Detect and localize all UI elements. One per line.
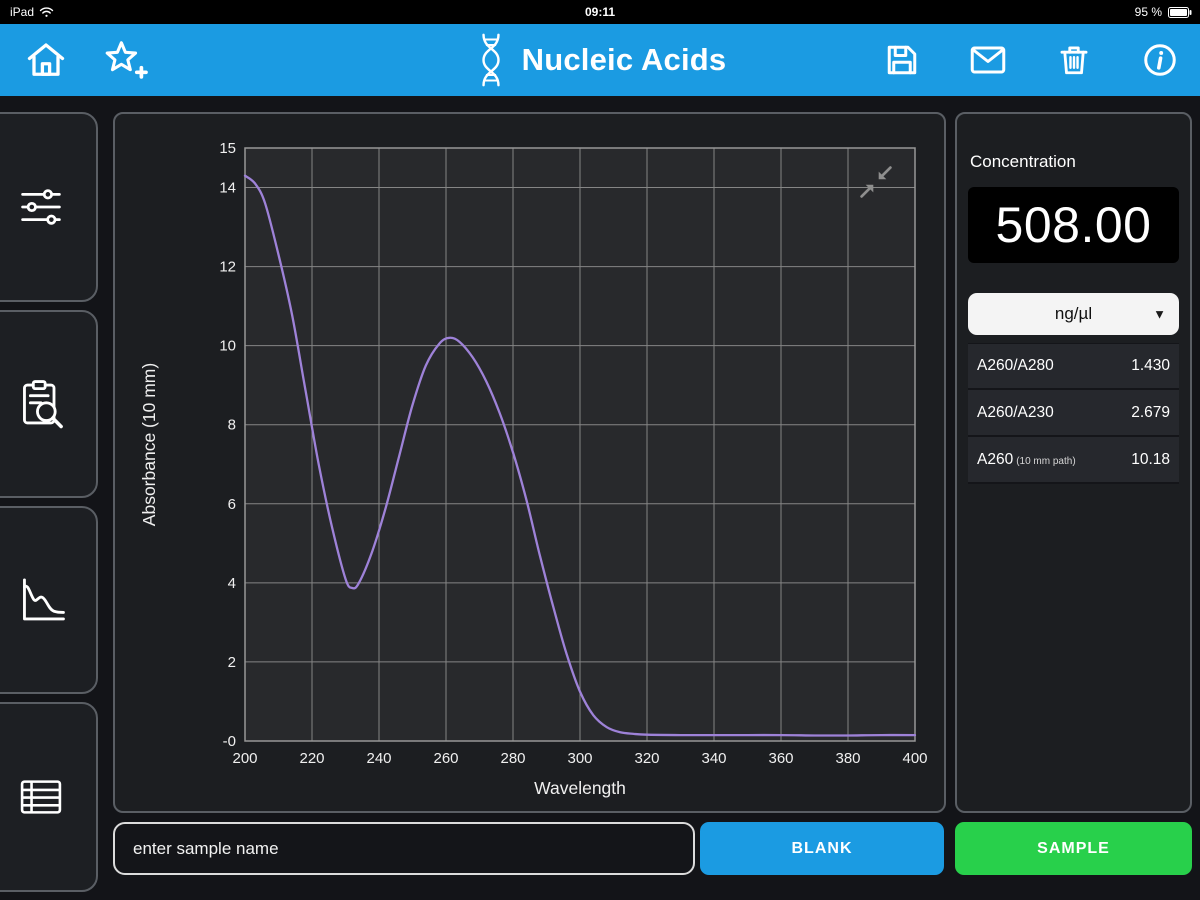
star-plus-icon (105, 41, 148, 79)
svg-text:4: 4 (228, 575, 236, 592)
svg-text:8: 8 (228, 417, 236, 434)
svg-text:10: 10 (219, 338, 236, 355)
ratio-row-a260-a230: A260/A230 2.679 (968, 390, 1179, 437)
clipboard-search-icon (23, 380, 63, 429)
concentration-label: Concentration (970, 152, 1076, 171)
info-button[interactable] (1142, 24, 1178, 96)
spectrum-chart: 200 220 240 260 280 300 320 340 360 380 400 15 14 12 1… (139, 140, 928, 798)
ratio-sublabel: (10 mm path) (1016, 455, 1076, 467)
blank-button[interactable]: BLANK (700, 822, 944, 875)
ratio-list: A260/A280 1.430 A260/A230 2.679 A260 (10 … (968, 343, 1179, 484)
dna-helix-icon (481, 33, 500, 87)
svg-text:200: 200 (232, 750, 257, 767)
sidebar-item-spectrum[interactable] (0, 506, 98, 694)
unit-dropdown[interactable]: ng/µl ▼ (968, 293, 1179, 335)
status-bar: iPad 09:11 95 % (0, 0, 1200, 24)
app-header: Nucleic Acids (0, 24, 1200, 96)
trash-icon (1060, 46, 1088, 75)
svg-text:320: 320 (634, 750, 659, 767)
svg-text:-0: -0 (223, 733, 236, 750)
concentration-value: 508.00 (968, 187, 1179, 263)
sidebar-item-table[interactable] (0, 702, 98, 892)
svg-text:2: 2 (228, 654, 236, 671)
svg-text:Wavelength: Wavelength (534, 778, 626, 798)
battery-icon (1168, 6, 1192, 18)
collapse-chart-button[interactable] (858, 164, 894, 200)
collapse-arrows-icon (860, 166, 892, 198)
svg-text:260: 260 (433, 750, 458, 767)
home-icon (27, 43, 65, 76)
svg-text:12: 12 (219, 259, 236, 276)
ratio-row-a260-a280: A260/A280 1.430 (968, 343, 1179, 390)
sample-name-input[interactable] (113, 822, 695, 875)
ratio-label: A260/A280 (977, 357, 1054, 374)
page-title: Nucleic Acids (521, 42, 727, 77)
unit-value: ng/µl (1054, 304, 1093, 323)
ratio-value: 10.18 (1131, 450, 1170, 468)
svg-text:Absorbance (10 mm): Absorbance (10 mm) (139, 363, 159, 526)
svg-text:300: 300 (567, 750, 592, 767)
save-button[interactable] (884, 24, 920, 96)
mail-button[interactable] (970, 24, 1006, 96)
home-button[interactable] (22, 24, 70, 96)
table-icon (20, 780, 62, 814)
delete-button[interactable] (1056, 24, 1092, 96)
svg-text:240: 240 (366, 750, 391, 767)
wifi-icon (39, 7, 54, 17)
ratio-label: A260 (10 mm path) (977, 450, 1076, 468)
device-label: iPad (10, 5, 35, 19)
clock: 09:11 (584, 5, 616, 19)
ratio-label: A260/A230 (977, 403, 1054, 421)
battery-percent: 95 % (1134, 5, 1162, 19)
svg-text:380: 380 (835, 750, 860, 767)
mail-icon (970, 46, 1006, 74)
sidebar-item-report-search[interactable] (0, 310, 98, 498)
info-icon (1144, 44, 1176, 76)
svg-text:340: 340 (701, 750, 726, 767)
ratio-row-a260: A260 (10 mm path) 10.18 (968, 437, 1179, 484)
results-panel: Concentration 508.00 ng/µl ▼ A260/A280 1… (955, 112, 1192, 813)
svg-text:220: 220 (299, 750, 324, 767)
chevron-down-icon: ▼ (1153, 306, 1166, 322)
ratio-value: 2.679 (1131, 403, 1170, 421)
sliders-icon (21, 189, 61, 225)
header-actions (884, 24, 1178, 96)
sample-button[interactable]: SAMPLE (955, 822, 1192, 875)
spectrum-panel: 200 220 240 260 280 300 320 340 360 380 400 15 14 12 1… (113, 112, 946, 813)
spectrum-icon (23, 578, 65, 621)
svg-text:6: 6 (228, 496, 236, 513)
svg-text:280: 280 (500, 750, 525, 767)
svg-text:15: 15 (219, 140, 236, 157)
svg-text:360: 360 (768, 750, 793, 767)
sidebar-item-settings[interactable] (0, 112, 98, 302)
svg-text:14: 14 (219, 180, 236, 197)
svg-text:400: 400 (902, 750, 927, 767)
ratio-value: 1.430 (1131, 357, 1170, 374)
save-icon (887, 45, 917, 75)
favorite-add-button[interactable] (100, 24, 152, 96)
